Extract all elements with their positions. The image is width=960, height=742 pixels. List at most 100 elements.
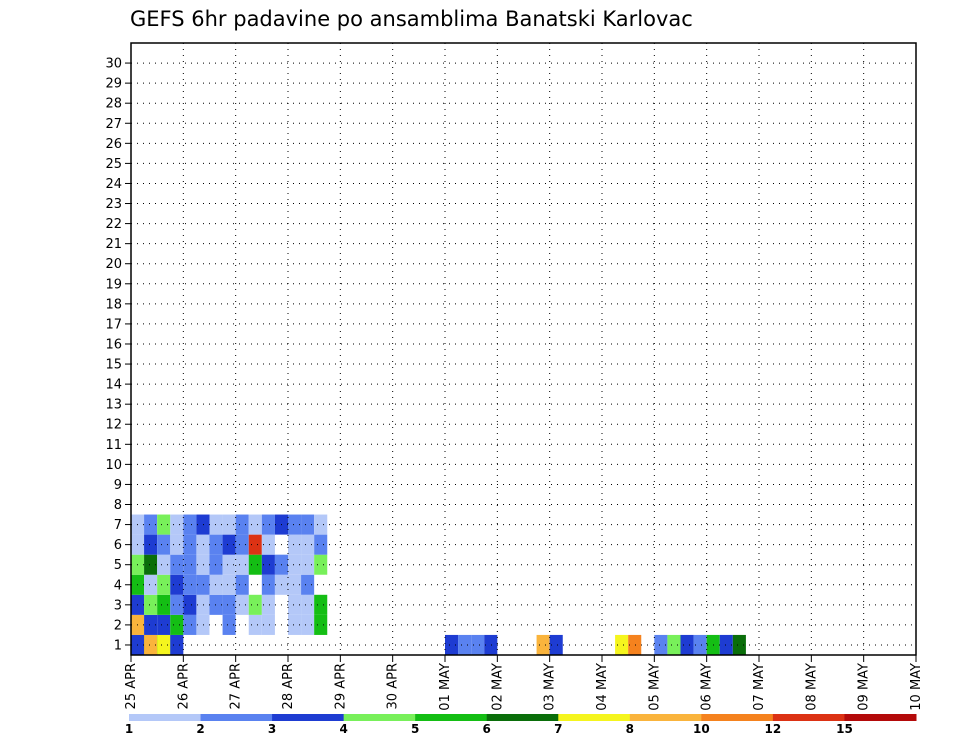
x-tick-label: 28 APR [281, 663, 296, 709]
heatmap-cells [131, 514, 746, 655]
colorbar-label: 2 [196, 722, 204, 736]
heatmap-cell [222, 614, 236, 635]
heatmap-cell [301, 594, 315, 615]
heatmap-cell [222, 514, 236, 535]
heatmap-cell [196, 574, 210, 595]
y-tick-label: 25 [105, 157, 122, 172]
heatmap-cell [261, 594, 275, 615]
heatmap-cell [157, 614, 171, 635]
y-tick-label: 19 [105, 277, 122, 292]
heatmap-cell [157, 634, 171, 655]
y-tick-label: 7 [114, 518, 122, 533]
heatmap-cell [157, 554, 171, 575]
y-tick-label: 13 [105, 398, 122, 413]
heatmap-cell [235, 554, 249, 575]
heatmap-cell [196, 514, 210, 535]
heatmap-cell [314, 594, 328, 615]
colorbar-label: 7 [554, 722, 562, 736]
heatmap-cell [248, 534, 262, 555]
y-tick-label: 16 [105, 337, 122, 352]
heatmap-cell [170, 634, 184, 655]
x-tick-label: 10 MAY [909, 663, 924, 711]
heatmap-cell [144, 534, 158, 555]
heatmap-cell [144, 634, 158, 655]
heatmap-cell [144, 614, 158, 635]
heatmap-cell [144, 554, 158, 575]
colorbar-segment [415, 714, 488, 721]
x-tick-label: 05 MAY [647, 663, 662, 711]
heatmap-cell [301, 554, 315, 575]
heatmap-cell [170, 574, 184, 595]
heatmap-cell [144, 574, 158, 595]
heatmap-cell [144, 514, 158, 535]
colorbar-label: 10 [693, 722, 710, 736]
heatmap-cell [288, 534, 302, 555]
x-tick-label: 06 MAY [700, 663, 715, 711]
heatmap-cell [261, 554, 275, 575]
heatmap-cell [183, 594, 197, 615]
heatmap-cell [222, 554, 236, 575]
x-tick-label: 29 APR [333, 663, 348, 709]
heatmap-cell [157, 534, 171, 555]
heatmap-cell [680, 634, 694, 655]
heatmap-cell [248, 614, 262, 635]
y-tick-label: 10 [105, 458, 122, 473]
y-tick-label: 29 [105, 77, 122, 92]
x-tick-label: 27 APR [229, 663, 244, 709]
x-axis-ticks: 25 APR 26 APR 27 APR 28 APR 29 APR 30 APR 01 M… [124, 655, 924, 711]
heatmap-cell [196, 534, 210, 555]
y-tick-label: 1 [114, 638, 122, 653]
y-tick-label: 12 [105, 418, 122, 433]
heatmap-cell [183, 534, 197, 555]
x-tick-label: 30 APR [386, 663, 401, 709]
y-tick-label: 26 [105, 137, 122, 152]
y-axis-ticks: 1234567891011121314151617181920212223242… [105, 57, 131, 653]
heatmap-cell [235, 594, 249, 615]
heatmap-cell [288, 614, 302, 635]
heatmap-cell [183, 514, 197, 535]
heatmap-cell [170, 534, 184, 555]
y-tick-label: 24 [105, 177, 122, 192]
x-tick-label: 04 MAY [595, 663, 610, 711]
y-tick-label: 18 [105, 297, 122, 312]
colorbar: 1 2 3 4 5 6 7 8 10 12 15 [125, 714, 917, 736]
heatmap-cell [170, 554, 184, 575]
chart-title: GEFS 6hr padavine po ansamblima Banatski… [130, 7, 693, 31]
x-tick-label: 25 APR [124, 663, 139, 709]
heatmap-cell [301, 574, 315, 595]
x-tick-label: 09 MAY [857, 663, 872, 711]
heatmap-cell [301, 534, 315, 555]
heatmap-cell [261, 514, 275, 535]
y-tick-label: 4 [114, 578, 122, 593]
heatmap-cell [288, 514, 302, 535]
heatmap-cell [693, 634, 707, 655]
x-tick-label: 08 MAY [804, 663, 819, 711]
heatmap-cell [549, 634, 563, 655]
y-tick-label: 3 [114, 598, 122, 613]
y-tick-label: 20 [105, 257, 122, 272]
heatmap-cell [458, 634, 472, 655]
colorbar-segment [272, 714, 345, 721]
y-tick-label: 5 [114, 558, 122, 573]
heatmap-cell [615, 634, 629, 655]
heatmap-cell [183, 554, 197, 575]
colorbar-segment [701, 714, 774, 721]
heatmap-cell [235, 534, 249, 555]
y-tick-label: 28 [105, 97, 122, 112]
heatmap-cell [170, 594, 184, 615]
x-tick-label: 02 MAY [490, 663, 505, 711]
colorbar-segment [558, 714, 631, 721]
heatmap-cell [183, 614, 197, 635]
y-tick-label: 8 [114, 498, 122, 513]
heatmap-cell [314, 554, 328, 575]
heatmap-cell [261, 614, 275, 635]
heatmap-cell [209, 534, 223, 555]
heatmap-cell [209, 514, 223, 535]
x-tick-label: 26 APR [176, 663, 191, 709]
colorbar-label: 1 [125, 722, 133, 736]
y-tick-label: 21 [105, 237, 122, 252]
y-tick-label: 14 [105, 378, 122, 393]
heatmap-cell [628, 634, 642, 655]
heatmap-cell [183, 574, 197, 595]
y-tick-label: 17 [105, 317, 122, 332]
